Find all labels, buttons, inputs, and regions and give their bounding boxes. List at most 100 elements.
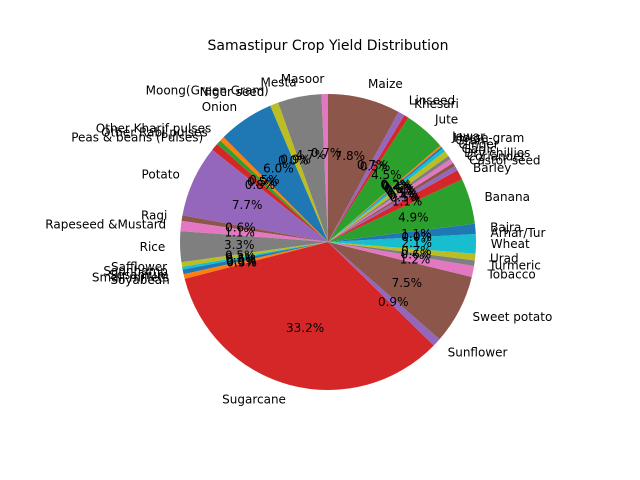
- category-label-maize: Maize: [368, 77, 403, 91]
- percent-label-masoor: 0.7%: [311, 146, 342, 160]
- pie-slice-horse-gram: [328, 146, 443, 242]
- pie-slice-other-kharif-pulses: [220, 137, 328, 242]
- category-label-ginger: Ginger: [459, 138, 499, 152]
- percent-labels: 0.7%4.7%0.9%0.0%6.0%0.5%0.5%0.8%7.7%0.6%…: [224, 146, 432, 335]
- percent-label-sesamum: 0.5%: [226, 253, 257, 267]
- category-label-soyabean: Soyabean: [110, 273, 169, 287]
- percent-label-rice: 3.3%: [224, 238, 255, 252]
- category-label-sannhamp: Sannhamp: [103, 264, 167, 278]
- pie-slices: [179, 94, 476, 390]
- category-label-masoor: Masoor: [281, 72, 325, 86]
- pie-slice-rice: [179, 231, 328, 263]
- pie-slice-masoor: [321, 94, 328, 242]
- category-label-other-kharif-pulses: Other Kharif pulses: [96, 122, 211, 136]
- percent-label-potato: 7.7%: [232, 198, 263, 212]
- pie-slice-mesta: [278, 94, 328, 242]
- percent-label-castor-seed: 0.5%: [390, 191, 421, 205]
- percent-label-other-kharif-pulses: 0.5%: [249, 173, 280, 187]
- category-label-barley: Barley: [473, 161, 511, 175]
- pie-slice-soyabean: [183, 242, 328, 279]
- percent-label-wheat: 2.1%: [402, 236, 433, 250]
- percent-label-ragi: 0.6%: [225, 221, 256, 235]
- category-label-jowar: Jowar: [451, 130, 485, 144]
- pie-slice-banana: [328, 179, 475, 242]
- pie-slice-sunflower: [328, 242, 440, 346]
- percent-label-peas-beans-pulses: 0.8%: [245, 178, 276, 192]
- category-label-sesamum: Sesamum: [109, 268, 169, 282]
- percent-label-tobacco: 1.2%: [400, 253, 431, 267]
- category-label-wheat: Wheat: [491, 237, 530, 251]
- category-label-other-rabi-pulses: Other Rabi pulses: [101, 125, 208, 139]
- pie-slice-bajra: [328, 223, 476, 242]
- percent-label-jute: 4.5%: [371, 168, 402, 182]
- pie-slice-urad: [328, 242, 476, 261]
- pie-slice-castor-seed: [328, 166, 458, 242]
- pie-slice-turmeric: [328, 242, 475, 266]
- pie-slice-barley: [328, 170, 463, 242]
- percent-label-soyabean: 0.5%: [226, 256, 257, 270]
- pie-slice-wheat: [328, 233, 476, 254]
- percent-label-sannhamp: 0.3%: [225, 251, 256, 265]
- percent-label-rapeseed-mustard: 1.1%: [224, 225, 255, 239]
- pie-slice-jute: [328, 117, 441, 242]
- category-label-mesta: Mesta: [261, 75, 297, 89]
- percent-label-gram: 0.4%: [382, 180, 413, 194]
- percent-label-garlic: 0.4%: [386, 184, 417, 198]
- category-label-arhar-tur: Arhar/Tur: [491, 226, 546, 240]
- pie-slice-linseed: [328, 111, 405, 242]
- pie-slice-peas-beans-pulses: [212, 144, 328, 242]
- percent-label-sugarcane: 33.2%: [286, 321, 324, 335]
- category-label-horse-gram: Horse-gram: [453, 131, 524, 145]
- percent-label-onion: 6.0%: [263, 161, 294, 175]
- category-label-banana: Banana: [484, 190, 530, 204]
- category-label-gram: Gram: [455, 134, 488, 148]
- pie-slice-safflower: [181, 242, 328, 267]
- pie-slice-sugarcane: [184, 242, 434, 390]
- category-label-safflower: Safflower: [111, 260, 167, 274]
- pie-slice-jowar: [328, 145, 442, 242]
- category-label-potato: Potato: [142, 168, 180, 182]
- category-label-ragi: Ragi: [141, 209, 167, 223]
- category-label-urad: Urad: [490, 252, 519, 266]
- percent-label-horse-gram: 0.2%: [381, 178, 412, 192]
- percent-label-linseed: 0.7%: [357, 158, 388, 172]
- percent-label-khesari: 0.5%: [360, 160, 391, 174]
- category-label-khesari: Khesari: [414, 97, 459, 111]
- percent-label-dry-chillies: 0.5%: [387, 186, 418, 200]
- category-label-bajra: Bajra: [490, 220, 521, 234]
- pie-slice-maize: [328, 94, 399, 242]
- category-label-rice: Rice: [140, 240, 166, 254]
- category-label-moong-green-gram: Moong(Green Gram): [146, 83, 269, 97]
- category-label-peas-beans-pulses: Peas & beans (Pulses): [71, 130, 203, 144]
- percent-label-safflower: 0.5%: [225, 249, 256, 263]
- category-label-coriander: Coriander: [467, 150, 526, 164]
- percent-label-other-rabi-pulses: 0.5%: [247, 175, 278, 189]
- category-label-castor-seed: Castor seed: [469, 154, 540, 168]
- pie-slice-other-rabi-pulses: [217, 140, 328, 242]
- percent-label-coriander: 0.4%: [388, 188, 419, 202]
- percent-label-mesta: 4.7%: [296, 148, 327, 162]
- percent-label-ginger: 0.6%: [384, 182, 415, 196]
- percent-label-barley: 1.1%: [392, 195, 423, 209]
- percent-label-turmeric: 0.6%: [401, 248, 432, 262]
- category-label-dry-chillies: Dry chillies: [464, 146, 530, 160]
- category-label-garlic: Garlic: [462, 142, 497, 156]
- pie-slice-khesari: [328, 115, 409, 242]
- pie-slice-gram: [328, 148, 445, 242]
- chart-title: Samastipur Crop Yield Distribution: [208, 38, 449, 54]
- category-label-turmeric: Turmeric: [488, 258, 541, 272]
- category-label-linseed: Linseed: [409, 94, 455, 108]
- category-label-onion: Onion: [202, 100, 237, 114]
- pie-slice-potato: [182, 149, 328, 242]
- percent-label-niger-seed: 0.0%: [278, 153, 309, 167]
- category-label-rapeseed-mustard: Rapeseed &Mustard: [45, 217, 166, 231]
- pie-slice-sweet-potato: [328, 242, 472, 340]
- pie-slice-onion: [223, 105, 328, 242]
- category-label-sunflower: Sunflower: [448, 345, 508, 359]
- pie-slice-sannhamp: [182, 242, 328, 270]
- category-label-small-millets: Small millets: [92, 271, 169, 285]
- pie-slice-coriander: [328, 162, 456, 242]
- pie-slice-dry-chillies: [328, 158, 454, 242]
